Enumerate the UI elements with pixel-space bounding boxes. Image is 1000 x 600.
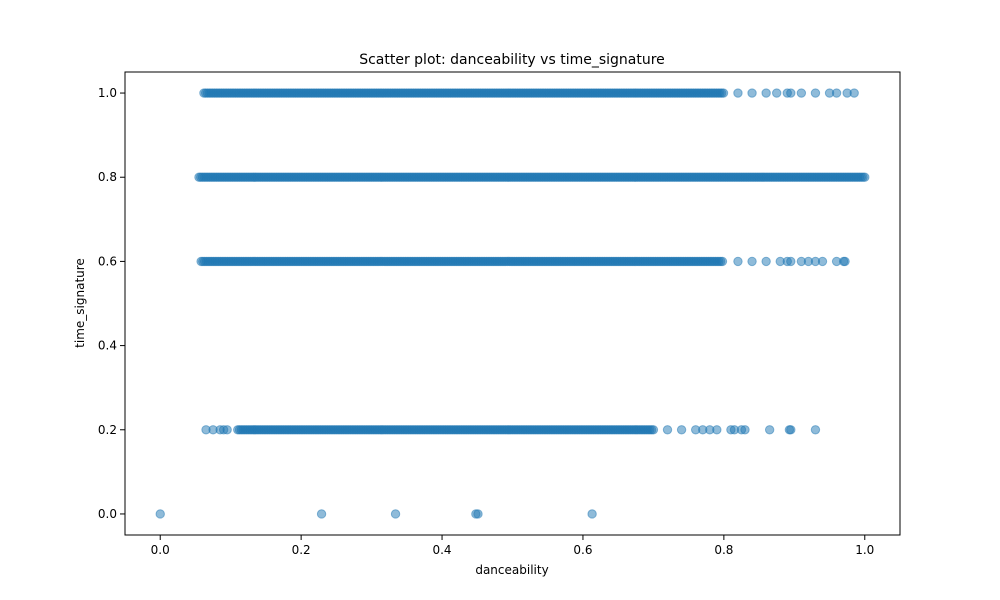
data-point xyxy=(733,256,743,267)
data-point xyxy=(155,509,165,519)
y-tick-label: 0.2 xyxy=(98,423,117,437)
data-point xyxy=(817,256,828,267)
chart-title: Scatter plot: danceability vs time_signa… xyxy=(359,52,665,68)
data-point xyxy=(840,256,850,267)
data-point xyxy=(747,88,757,98)
data-point xyxy=(761,256,771,267)
data-point xyxy=(786,256,796,267)
data-points xyxy=(155,88,870,519)
data-point xyxy=(810,425,821,435)
data-point xyxy=(222,425,232,435)
data-point xyxy=(796,88,807,98)
data-point xyxy=(810,88,821,98)
y-axis-label: time_signature xyxy=(73,258,87,348)
x-tick-label: 0.6 xyxy=(573,543,592,557)
data-point xyxy=(718,88,729,98)
data-point xyxy=(648,425,659,435)
plot-frame xyxy=(124,71,901,536)
y-tick-label: 1.0 xyxy=(98,86,117,100)
data-point xyxy=(786,88,796,98)
data-point xyxy=(849,88,859,98)
data-point xyxy=(747,256,757,267)
x-tick-label: 0.4 xyxy=(432,543,451,557)
x-tick-label: 0.2 xyxy=(292,543,311,557)
data-point xyxy=(587,509,597,519)
data-point xyxy=(676,425,687,435)
data-point xyxy=(717,256,728,267)
data-point xyxy=(772,88,782,98)
y-tick-label: 0.4 xyxy=(98,339,117,353)
data-point xyxy=(390,509,401,519)
data-point xyxy=(761,88,771,98)
x-axis: 0.0 0.2 0.4 0.6 0.8 1.0 xyxy=(151,535,874,557)
y-axis: 0.0 0.2 0.4 0.6 0.8 1.0 xyxy=(98,86,125,521)
data-point xyxy=(740,425,750,435)
x-axis-label: danceability xyxy=(475,563,548,577)
y-tick-label: 0.0 xyxy=(98,507,117,521)
x-tick-label: 1.0 xyxy=(855,543,874,557)
data-point xyxy=(733,88,743,98)
data-point xyxy=(316,509,327,519)
y-tick-label: 0.8 xyxy=(98,170,117,184)
data-point xyxy=(831,88,842,98)
x-tick-label: 0.8 xyxy=(714,543,733,557)
y-tick-label: 0.6 xyxy=(98,254,117,268)
data-point xyxy=(860,172,870,182)
data-point xyxy=(764,425,775,435)
data-point xyxy=(473,509,483,519)
data-point xyxy=(712,425,722,435)
data-point xyxy=(662,425,673,435)
data-point xyxy=(786,425,796,435)
x-tick-label: 0.0 xyxy=(151,543,170,557)
